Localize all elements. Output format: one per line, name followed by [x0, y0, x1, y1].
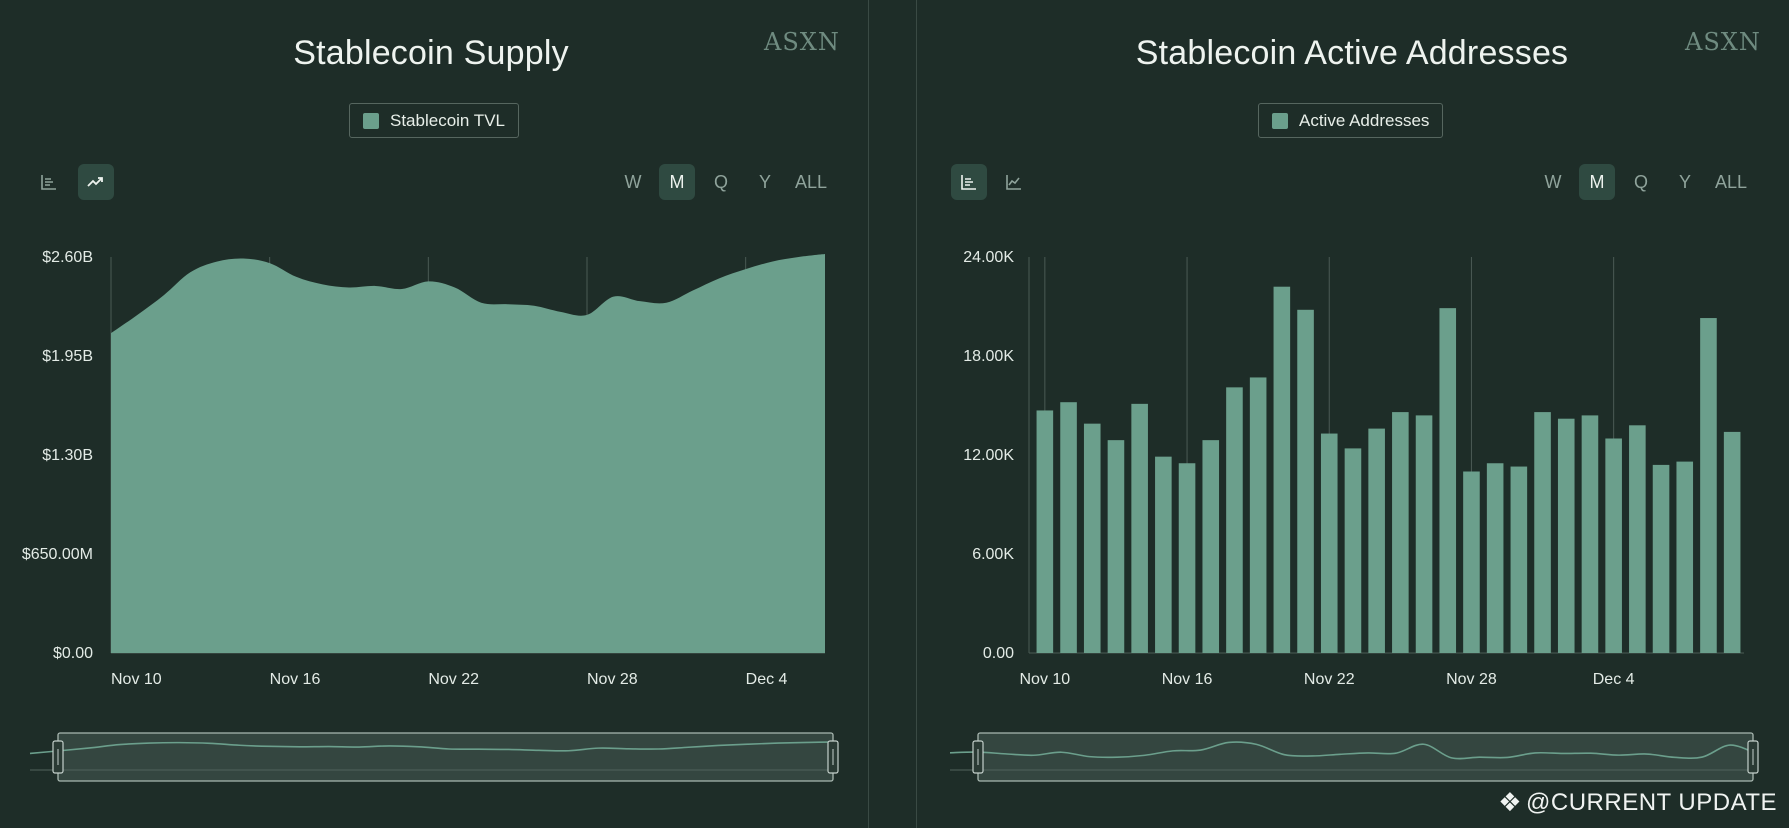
y-tick-label: $1.30B [42, 447, 93, 464]
bar-active-addresses [1486, 463, 1504, 653]
bar-active-addresses [1463, 471, 1480, 653]
bar-active-addresses [1060, 402, 1077, 653]
bar-chart-icon [41, 175, 56, 190]
watermark: ❖ @CURRENT UPDATE [1498, 787, 1777, 818]
bar-active-addresses [1107, 440, 1125, 653]
bar-active-addresses [1273, 286, 1291, 653]
legend-item-stablecoin-tvl[interactable]: Stablecoin TVL [349, 103, 519, 138]
trend-up-icon [87, 177, 103, 187]
y-tick-label: 24.00K [963, 249, 1014, 266]
bar-active-addresses [1202, 440, 1220, 653]
bar-chart-icon [961, 175, 976, 190]
x-tick-label: Nov 10 [111, 671, 162, 688]
bar-active-addresses [1392, 412, 1409, 653]
bar-active-addresses [1415, 415, 1433, 653]
bar-active-addresses [1676, 461, 1694, 653]
bar-active-addresses [1581, 415, 1599, 653]
stablecoin-supply-panel: Stablecoin Supply ASXN Stablecoin TVL W … [0, 0, 868, 828]
line-chart-toggle[interactable] [996, 164, 1032, 200]
x-tick-label: Nov 22 [1304, 671, 1355, 688]
y-tick-label: 18.00K [963, 348, 1014, 365]
x-tick-label: Nov 28 [587, 671, 638, 688]
bar-active-addresses [1652, 464, 1670, 653]
bar-active-addresses [1605, 438, 1622, 653]
asxn-logo: ASXN [1685, 28, 1761, 56]
legend-label: Active Addresses [1299, 110, 1430, 130]
bar-active-addresses [1557, 418, 1575, 653]
y-tick-label: $0.00 [53, 645, 93, 662]
x-tick-label: Nov 16 [270, 671, 321, 688]
legend-swatch [363, 112, 379, 129]
bar-active-addresses [1439, 308, 1457, 653]
bar-active-addresses [1510, 466, 1528, 653]
range-button-y[interactable]: Y [1678, 171, 1691, 192]
x-tick-label: Dec 4 [746, 671, 788, 688]
bar-active-addresses [1700, 318, 1717, 653]
bar-active-addresses [1320, 433, 1338, 653]
stablecoin-active-addresses-panel: Stablecoin Active Addresses ASXN Active … [918, 0, 1789, 828]
binance-diamond-icon: ❖ [1498, 787, 1522, 817]
y-tick-label: $1.95B [42, 348, 93, 365]
range-button-w[interactable]: W [624, 171, 642, 192]
range-button-w[interactable]: W [1544, 171, 1562, 192]
range-selector: W M Q Y ALL [607, 164, 831, 200]
range-navigator [29, 732, 839, 782]
navigator-series-line [29, 741, 839, 755]
y-tick-label: $2.60B [42, 249, 93, 266]
bar-active-addresses [1226, 387, 1243, 653]
range-button-all[interactable]: ALL [1715, 171, 1748, 192]
stablecoin-supply-chart: $0.00 $650.00M $1.30B $1.95B $2.60B Nov 10 Nov… [22, 249, 839, 782]
bar-active-addresses [1723, 431, 1741, 653]
range-button-m[interactable]: M [659, 164, 695, 200]
area-chart-toggle[interactable] [78, 164, 114, 200]
x-tick-label: Dec 4 [1593, 671, 1635, 688]
bar-active-addresses [1368, 428, 1385, 653]
range-selector: W M Q Y ALL [1527, 164, 1751, 200]
bar-active-addresses [1036, 410, 1054, 653]
watermark-text: @CURRENT UPDATE [1526, 788, 1777, 816]
legend-label: Stablecoin TVL [390, 110, 505, 130]
bar-active-addresses [1249, 377, 1267, 653]
x-tick-label: Nov 22 [428, 671, 479, 688]
bar-active-addresses [1083, 423, 1101, 653]
range-button-q[interactable]: Q [1633, 171, 1648, 192]
navigator-window [57, 732, 834, 782]
bar-active-addresses [1297, 309, 1314, 653]
stablecoin-tvl-area [111, 253, 825, 653]
x-tick-label: Nov 16 [1162, 671, 1213, 688]
bar-active-addresses [1178, 463, 1196, 653]
chart-title: Stablecoin Supply [293, 34, 569, 72]
navigator-series-line [949, 741, 1759, 760]
panel-divider [916, 0, 917, 828]
legend-item-active-addresses[interactable]: Active Addresses [1258, 103, 1444, 138]
chart-title: Stablecoin Active Addresses [1135, 34, 1569, 72]
x-tick-label: Nov 28 [1446, 671, 1497, 688]
range-navigator [949, 732, 1759, 782]
line-chart-icon [1006, 175, 1021, 190]
range-button-all[interactable]: ALL [795, 171, 828, 192]
stablecoin-active-addresses-chart: 0.00 6.00K 12.00K 18.00K 24.00K Nov 10 Nov 16 N… [949, 249, 1759, 782]
range-button-y[interactable]: Y [758, 171, 771, 192]
range-button-m[interactable]: M [1579, 164, 1615, 200]
x-tick-label: Nov 10 [1019, 671, 1070, 688]
bar-active-addresses [1344, 448, 1362, 653]
y-tick-label: 0.00 [983, 645, 1014, 662]
asxn-logo: ASXN [764, 28, 840, 56]
panel-divider [868, 0, 869, 828]
bar-chart-toggle[interactable] [951, 164, 987, 200]
bar-chart-toggle[interactable] [31, 164, 67, 200]
bar-active-addresses [1534, 412, 1551, 653]
y-tick-label: $650.00M [22, 546, 93, 563]
bar-active-addresses [1629, 425, 1646, 653]
legend-swatch [1272, 112, 1288, 129]
y-tick-label: 12.00K [963, 447, 1014, 464]
range-button-q[interactable]: Q [713, 171, 728, 192]
y-tick-label: 6.00K [972, 546, 1014, 563]
bar-active-addresses [1155, 456, 1172, 653]
bar-active-addresses [1131, 403, 1148, 653]
